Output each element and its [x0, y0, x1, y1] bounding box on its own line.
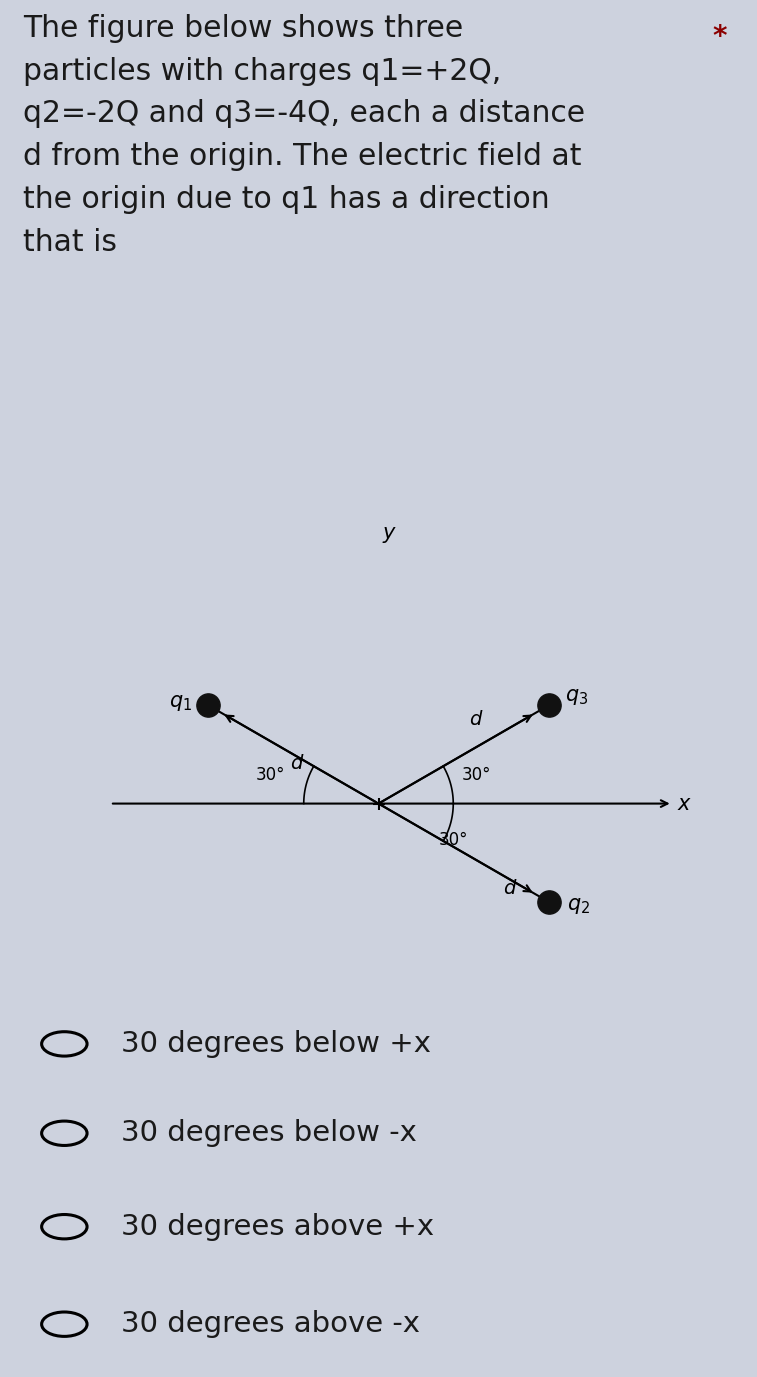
Text: $d$: $d$	[290, 755, 304, 774]
Text: 30°: 30°	[438, 832, 468, 850]
Text: 30°: 30°	[256, 766, 285, 784]
Text: 30 degrees below +x: 30 degrees below +x	[121, 1030, 431, 1058]
Point	[543, 891, 555, 913]
Text: $d$: $d$	[469, 709, 484, 728]
Text: 30 degrees below -x: 30 degrees below -x	[121, 1120, 417, 1147]
Text: $d$: $d$	[503, 880, 518, 898]
Text: *: *	[712, 23, 727, 51]
Point	[202, 694, 214, 716]
Text: 30 degrees above +x: 30 degrees above +x	[121, 1213, 435, 1241]
Text: The figure below shows three
particles with charges q1=+2Q,
q2=-2Q and q3=-4Q, e: The figure below shows three particles w…	[23, 14, 585, 256]
Text: 30 degrees above -x: 30 degrees above -x	[121, 1310, 420, 1338]
Point	[543, 694, 555, 716]
Text: 30°: 30°	[462, 766, 491, 784]
Text: $q_1$: $q_1$	[170, 693, 192, 713]
Text: $q_2$: $q_2$	[566, 896, 590, 916]
Text: x: x	[678, 793, 690, 814]
Text: $q_3$: $q_3$	[565, 687, 588, 708]
Text: y: y	[382, 523, 394, 543]
